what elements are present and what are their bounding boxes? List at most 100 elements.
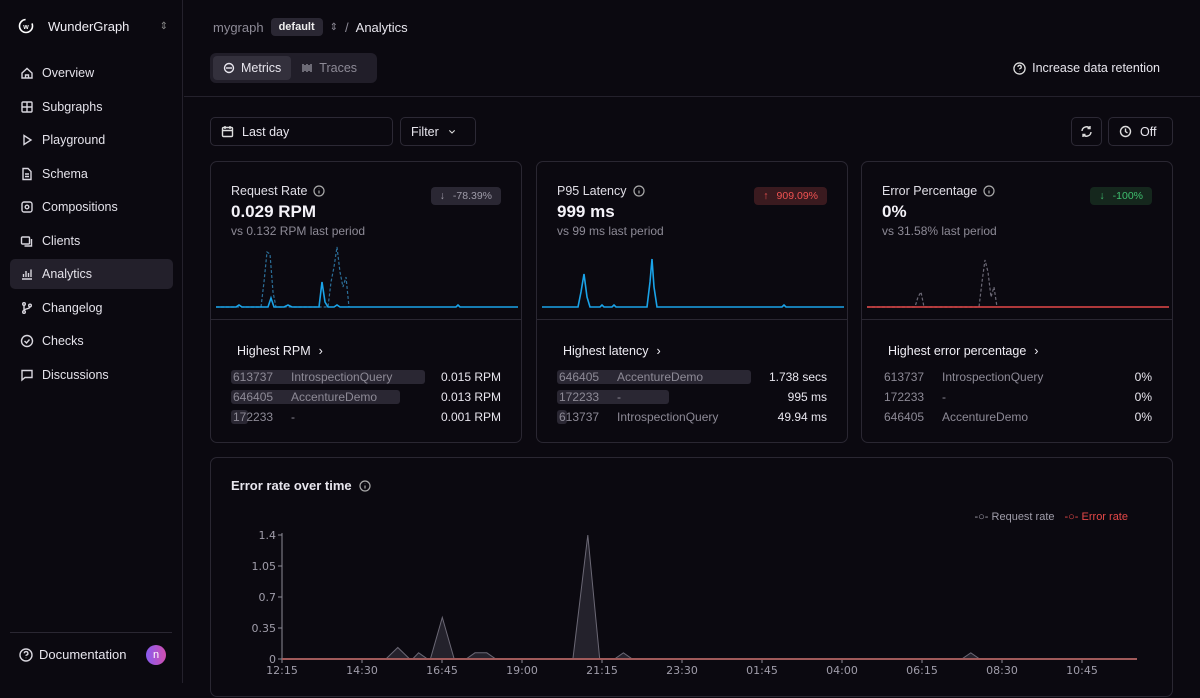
table-row[interactable]: 613737 IntrospectionQuery 0% (882, 367, 1152, 387)
filter-label: Filter (411, 124, 439, 139)
sidebar-item-analytics[interactable]: Analytics (10, 259, 173, 289)
traces-icon (302, 64, 312, 72)
highlight-link[interactable]: Highest latency › (563, 344, 661, 358)
sparkline (867, 259, 1169, 308)
delta-value: -100% (1112, 190, 1143, 202)
sidebar-item-compositions[interactable]: Compositions (10, 192, 173, 222)
table-row[interactable]: 172233 - 0.001 RPM (231, 407, 501, 427)
wundergraph-logo-icon: w (18, 18, 34, 34)
sidebar-item-changelog[interactable]: Changelog (10, 293, 173, 323)
operation-hash: 172233 (233, 410, 274, 424)
sidebar-item-discussions[interactable]: Discussions (10, 360, 173, 390)
operation-hash: 613737 (884, 370, 925, 384)
table-row[interactable]: 646405 AccentureDemo 0% (882, 407, 1152, 427)
metric-card-p95-latency: P95 Latency ↑ 909.09% 999 ms vs 99 ms las… (536, 161, 848, 443)
sidebar-item-subgraphs[interactable]: Subgraphs (10, 92, 173, 122)
auto-refresh-button[interactable]: Off (1108, 117, 1173, 146)
file-icon (22, 167, 32, 180)
namespace-badge[interactable]: default (270, 18, 323, 36)
tab-metrics[interactable]: Metrics (213, 56, 292, 80)
filter-button[interactable]: Filter (400, 117, 476, 146)
table-row[interactable]: 646405 AccentureDemo 1.738 secs (557, 367, 827, 387)
date-range-label: Last day (242, 124, 290, 139)
delta-badge: ↑ 909.09% (754, 187, 827, 205)
sidebar-item-schema[interactable]: Schema (10, 159, 173, 189)
table-row[interactable]: 172233 - 995 ms (557, 387, 827, 407)
sidebar-item-label: Schema (42, 166, 88, 181)
operations-list: 646405 AccentureDemo 1.738 secs 172233 - 995 … (557, 367, 827, 427)
card-title-text: Request Rate (231, 184, 308, 198)
bar-chart-icon (22, 269, 32, 280)
highlight-link[interactable]: Highest RPM › (237, 344, 323, 358)
chevron-right-icon: › (656, 344, 661, 358)
arrow-down-icon: ↓ (1099, 190, 1105, 202)
operation-name: IntrospectionQuery (617, 410, 719, 424)
avatar[interactable]: n (146, 644, 166, 665)
brand-name: WunderGraph (48, 18, 130, 34)
legend-request-rate[interactable]: -○- Request rate (974, 511, 1055, 523)
clients-icon (20, 235, 33, 247)
chevron-down-icon (448, 129, 455, 134)
highlight-link[interactable]: Highest error percentage › (888, 344, 1038, 358)
sidebar-item-overview[interactable]: Overview (10, 58, 173, 88)
operation-value: 1.738 secs (768, 370, 827, 384)
delta-value: -78.39% (452, 190, 492, 202)
delta-value: 909.09% (776, 190, 818, 202)
documentation-link[interactable]: Documentation n (10, 632, 172, 676)
refresh-button[interactable] (1071, 117, 1102, 146)
sidebar-item-playground[interactable]: Playground (10, 125, 173, 155)
delta-badge: ↓ -78.39% (430, 187, 501, 205)
chart-legend: -○- Request rate -○- Error rate (974, 511, 1128, 523)
tab-traces[interactable]: Traces (291, 56, 367, 80)
calendar-icon (221, 126, 234, 138)
sidebar-item-clients[interactable]: Clients (10, 226, 173, 256)
table-row[interactable]: 646405 AccentureDemo 0.013 RPM (231, 387, 501, 407)
share-bar (231, 370, 425, 384)
view-tabs: Metrics Traces (210, 53, 377, 83)
operation-hash: 613737 (233, 370, 274, 384)
table-row[interactable]: 613737 IntrospectionQuery 0.015 RPM (231, 367, 501, 387)
info-icon[interactable] (983, 185, 995, 197)
git-branch-icon (22, 301, 32, 314)
legend-error-rate[interactable]: -○- Error rate (1064, 511, 1129, 523)
operation-hash: 172233 (559, 390, 600, 404)
error-rate-chart: 0 0.35 0.7 1.05 1.4 12:15 14:30 16:45 19:00 21:15… (252, 529, 1137, 677)
y-tick-label: 0.35 (252, 622, 277, 635)
sparkline (216, 246, 518, 308)
y-tick-label: 0 (269, 653, 276, 666)
workspace-switcher[interactable]: w WunderGraph ⇕ (18, 18, 168, 34)
table-row[interactable]: 613737 IntrospectionQuery 49.94 ms (557, 407, 827, 427)
request-rate-area (282, 534, 1137, 660)
tab-label: Metrics (241, 61, 282, 75)
info-icon[interactable] (313, 185, 326, 197)
operation-name: - (617, 390, 621, 404)
operation-name: - (291, 410, 295, 424)
sidebar-item-checks[interactable]: Checks (10, 326, 173, 356)
breadcrumb-graph[interactable]: mygraph (213, 19, 264, 35)
operation-hash: 613737 (559, 410, 600, 424)
operation-name: - (942, 390, 946, 404)
arrow-up-icon: ↑ (763, 190, 769, 202)
sidebar-item-label: Discussions (42, 367, 109, 382)
y-tick-label: 1.05 (252, 560, 277, 573)
chevron-up-down-icon[interactable]: ⇕ (329, 21, 339, 33)
date-range-picker[interactable]: Last day (210, 117, 393, 146)
sparkline (542, 258, 844, 308)
increase-retention-link[interactable]: Increase data retention (1013, 61, 1160, 75)
retention-label: Increase data retention (1032, 61, 1160, 75)
divider (211, 319, 521, 320)
sidebar-item-label: Playground (42, 133, 106, 147)
operations-list: 613737 IntrospectionQuery 0.015 RPM 646405 A… (231, 367, 501, 427)
highlight-label: Highest error percentage (888, 344, 1027, 358)
info-icon[interactable] (632, 185, 645, 197)
x-tick-label: 21:15 (586, 664, 618, 677)
info-icon[interactable] (359, 479, 371, 492)
legend-label: Request rate (991, 511, 1055, 523)
table-row[interactable]: 172233 - 0% (882, 387, 1152, 407)
x-tick-label: 08:30 (986, 664, 1018, 677)
previous-period-line (216, 246, 350, 308)
x-tick-label: 19:00 (506, 664, 538, 677)
x-tick-label: 06:15 (906, 664, 938, 677)
arrow-down-icon: ↓ (439, 190, 445, 202)
operation-value: 0% (1134, 410, 1152, 424)
